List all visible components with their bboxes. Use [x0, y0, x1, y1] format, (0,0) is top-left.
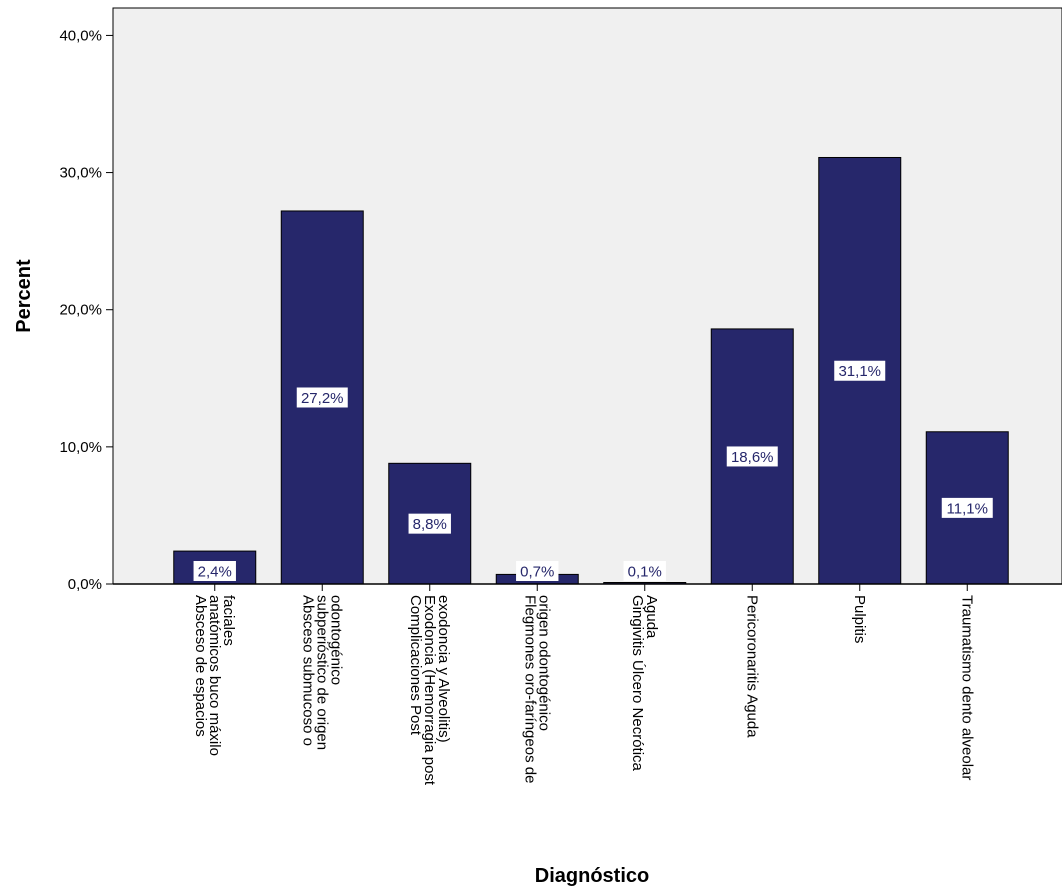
category-label-line: Flegmones oro-faríngeos de	[521, 595, 538, 783]
bars-group: 2,4% 27,2% 8,8% 0,7% 0,1% 18,6% 31,1% 11,1%	[173, 156, 1009, 585]
data-label: 11,1%	[947, 500, 988, 517]
data-label-box	[408, 513, 451, 534]
y-ticks	[106, 34, 113, 585]
data-label: 0,7%	[520, 564, 554, 581]
y-tick-labels: 0,0% 10,0% 20,0% 30,0% 40,0%	[59, 27, 102, 593]
data-label-box	[726, 446, 778, 467]
data-label: 18,6%	[731, 449, 774, 466]
data-label-box	[623, 561, 666, 581]
data-label-box	[941, 497, 993, 518]
y-tick-label: 0,0%	[68, 576, 102, 593]
category-label-line: subperióstico de origen	[313, 595, 330, 750]
plot-area	[112, 7, 1062, 585]
data-label-box	[516, 561, 559, 581]
category-label-line: Pericoronaritis Aguda	[743, 595, 760, 738]
category-label-line: faciales	[220, 595, 237, 646]
category-label-line: exodoncia y Alveolitis)	[435, 595, 452, 743]
x-ticks	[214, 584, 968, 591]
data-label: 31,1%	[838, 363, 881, 380]
category-label-line: anatómicos buco máxilo	[206, 595, 223, 756]
data-label: 8,8%	[413, 516, 447, 533]
category-label-line: Exodoncia (Hemorragia post	[421, 595, 438, 786]
data-label-box	[193, 561, 236, 581]
data-label-box	[296, 387, 348, 408]
y-tick-label: 10,0%	[59, 439, 102, 456]
y-tick-label: 30,0%	[59, 165, 102, 182]
category-label-line: Complicaciones Post	[407, 595, 424, 736]
category-label-line: Gingivitis Úlcero Necrótica	[629, 595, 646, 772]
data-label: 27,2%	[301, 390, 344, 407]
category-label-line: Traumatismo dento alveolar	[958, 595, 975, 780]
category-label-line: Absceso submucoso o	[299, 595, 316, 746]
data-label: 0,1%	[628, 564, 662, 581]
category-label: Pericoronaritis Aguda	[743, 595, 760, 738]
category-label-line: Pulpitis	[851, 595, 868, 643]
y-axis-title: Percent	[13, 259, 35, 333]
y-tick-label: 40,0%	[59, 27, 102, 44]
category-label-line: odontogénico	[327, 595, 344, 685]
category-label: Traumatismo dento alveolar	[958, 595, 975, 780]
category-label-line: origen odontogénico	[535, 595, 552, 731]
data-label: 2,4%	[198, 564, 232, 581]
y-tick-label: 20,0%	[59, 302, 102, 319]
data-label-box	[834, 360, 886, 381]
x-axis-title: Diagnóstico	[535, 865, 649, 887]
category-label: Pulpitis	[851, 595, 868, 643]
category-label-line: Aguda	[643, 595, 660, 639]
category-label-line: Absceso de espacios	[192, 595, 209, 737]
